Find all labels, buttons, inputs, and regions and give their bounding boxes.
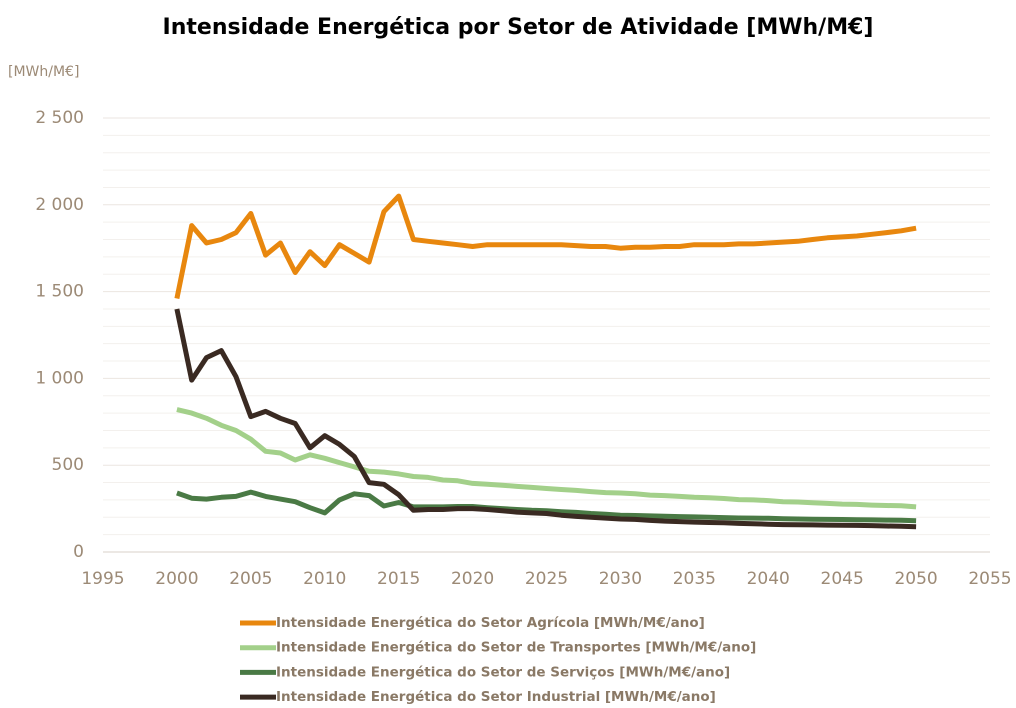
- y-tick-label: 0: [73, 542, 84, 562]
- x-tick-label: 2055: [968, 569, 1011, 589]
- x-tick-label: 2030: [599, 569, 642, 589]
- x-tick-label: 2020: [451, 569, 494, 589]
- x-tick-label: 2005: [229, 569, 272, 589]
- x-tick-label: 2045: [821, 569, 864, 589]
- y-tick-label: 500: [52, 455, 84, 475]
- x-tick-label: 2035: [673, 569, 716, 589]
- x-tick-label: 2000: [155, 569, 198, 589]
- y-tick-label: 1 500: [35, 282, 84, 302]
- legend-label: Intensidade Energética do Setor Industri…: [276, 689, 716, 705]
- x-tick-label: 2025: [525, 569, 568, 589]
- x-tick-label: 2015: [377, 569, 420, 589]
- legend-label: Intensidade Energética do Setor de Servi…: [276, 664, 730, 680]
- x-tick-label: 2010: [303, 569, 346, 589]
- legend-label: Intensidade Energética do Setor Agrícola…: [276, 615, 705, 631]
- x-tick-label: 2050: [894, 569, 937, 589]
- chart-title: Intensidade Energética por Setor de Ativ…: [163, 15, 874, 40]
- x-tick-label: 1995: [81, 569, 124, 589]
- y-tick-label: 1 000: [35, 368, 84, 388]
- series-line: [174, 308, 917, 530]
- series-line: [176, 407, 917, 510]
- y-tick-label: 2 000: [35, 195, 84, 215]
- series-line: [176, 489, 917, 524]
- x-tick-label: 2040: [747, 569, 790, 589]
- legend-label: Intensidade Energética do Setor de Trans…: [276, 640, 756, 656]
- y-axis-label: [MWh/M€]: [8, 64, 79, 80]
- series-line: [174, 193, 917, 299]
- y-tick-label: 2 500: [35, 108, 84, 128]
